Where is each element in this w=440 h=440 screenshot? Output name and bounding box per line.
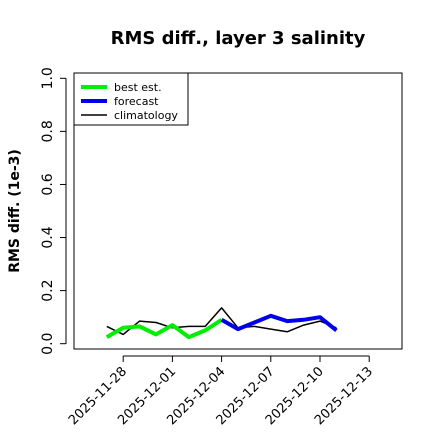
legend-box	[73, 72, 189, 126]
series-line-best-est	[105, 318, 223, 340]
y-tick-label: 1.0	[40, 67, 56, 89]
y-axis: 0.0 0.2 0.4 0.6 0.8 1.0	[40, 67, 67, 355]
series-line-climatology	[106, 307, 337, 336]
y-axis-label: RMS diff. (1e-3)	[7, 149, 23, 273]
chart-title: RMS diff., layer 3 salinity	[111, 28, 366, 49]
series-layer	[105, 307, 338, 340]
y-tick-label: 0.4	[40, 226, 56, 248]
x-axis: 2025-11-282025-12-012025-12-042025-12-07…	[66, 355, 376, 428]
y-tick-label: 0.6	[40, 173, 56, 195]
y-tick-label: 0.8	[40, 120, 56, 142]
legend-label: best est.	[114, 81, 162, 94]
legend-label: climatology	[114, 109, 178, 122]
series-line-forecast	[220, 313, 338, 332]
y-tick-label: 0.0	[40, 333, 56, 355]
legend-label: forecast	[114, 95, 159, 108]
y-tick-label: 0.2	[40, 279, 56, 301]
plot-area-frame	[73, 72, 403, 350]
